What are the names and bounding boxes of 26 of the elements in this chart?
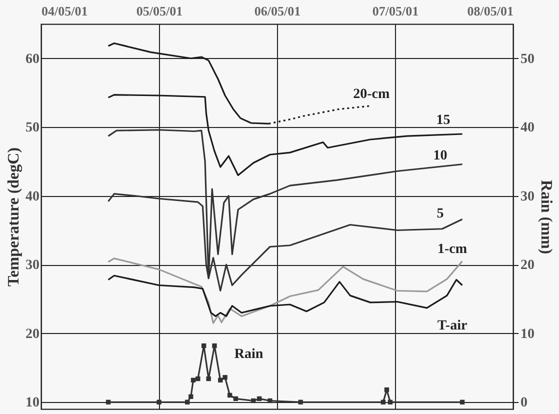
x-tick-label: 05/05/01 [136, 4, 183, 18]
x-tick-label: 04/05/01 [42, 4, 88, 18]
y2-tick-label: 40 [520, 120, 534, 136]
series-label: 20-cm [353, 86, 390, 102]
y-tick-label: 30 [26, 258, 40, 274]
y2-tick-label: 30 [520, 189, 534, 204]
y-tick-label: 60 [26, 52, 40, 67]
y-tick-label: 20 [26, 326, 40, 342]
series-label: 1-cm [438, 242, 468, 258]
y-axis-title: Temperature (degC) [6, 147, 22, 287]
y2-tick-label: 0 [520, 396, 528, 411]
series-label: 15 [436, 113, 450, 128]
y2-tick-label: 50 [520, 52, 534, 67]
y-tick-label: 40 [26, 189, 40, 204]
x-tick-label: 06/05/01 [254, 4, 301, 18]
y-tick-label: 50 [26, 120, 40, 136]
series-label: Rain [234, 346, 264, 362]
y2-tick-label: 20 [520, 258, 534, 274]
series-label: T-air [437, 318, 468, 334]
y2-tick-label: 10 [520, 326, 534, 342]
y-tick-label: 10 [26, 396, 40, 411]
x-tick-label: 07/05/01 [372, 4, 419, 18]
series-label: 5 [436, 206, 444, 222]
y2-axis-title: Rain (mm) [538, 180, 554, 254]
series-label: 10 [433, 148, 448, 164]
x-tick-label: 08/05/01 [467, 4, 514, 18]
